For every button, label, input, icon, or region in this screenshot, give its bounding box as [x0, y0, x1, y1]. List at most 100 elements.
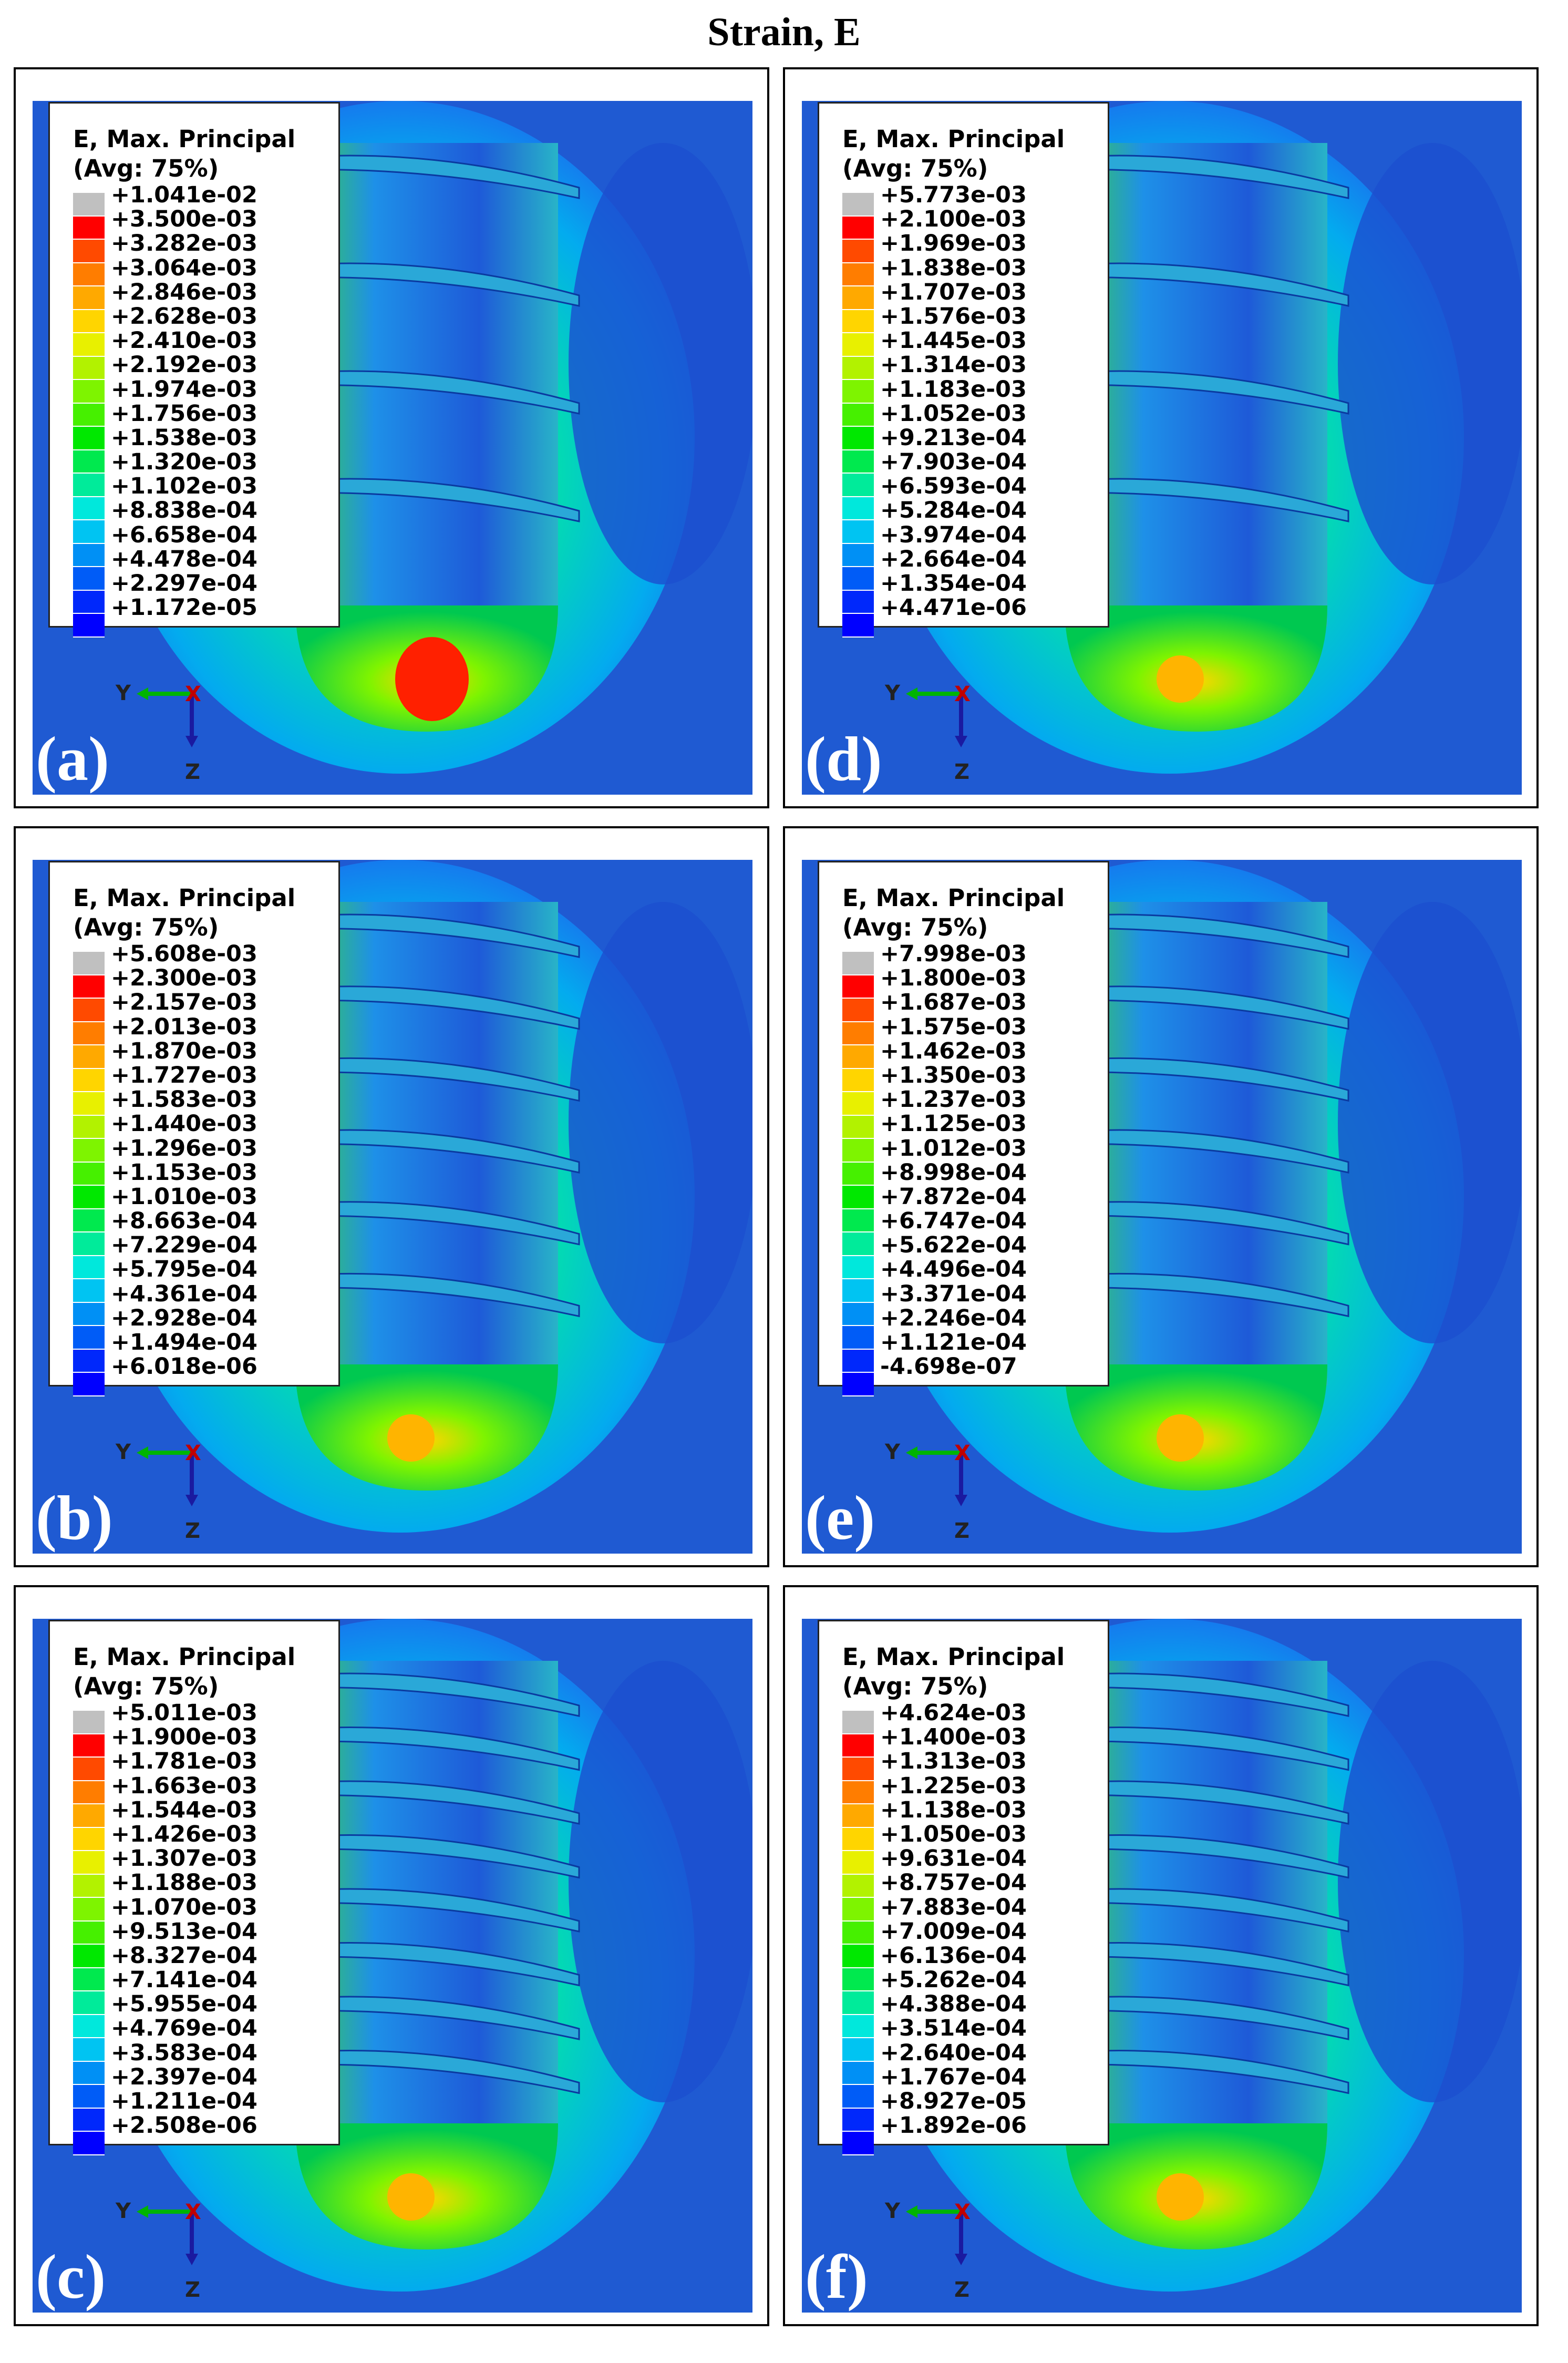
legend-value: +8.757e-04 [880, 1869, 1027, 1896]
legend-value: +1.125e-03 [880, 1111, 1027, 1137]
legend-swatch [842, 1373, 874, 1396]
legend-swatch [73, 380, 105, 404]
legend-value: +1.756e-03 [111, 400, 257, 427]
legend-value: +1.440e-03 [111, 1111, 257, 1137]
legend-values: +4.624e-03 +1.400e-03 +1.313e-03 +1.225e-03… [880, 1701, 1027, 2138]
legend-value: +2.640e-04 [880, 2039, 1027, 2066]
legend-values: +5.608e-03 +2.300e-03 +2.157e-03 +2.013e-03… [111, 942, 257, 1379]
legend-value: +3.064e-03 [111, 254, 257, 281]
legend-value: +2.508e-06 [111, 2112, 257, 2139]
legend-value: +1.237e-03 [880, 1086, 1027, 1113]
legend-swatch [842, 1827, 874, 1851]
legend-value: +3.514e-04 [880, 2015, 1027, 2042]
legend-swatch [842, 1781, 874, 1804]
legend-swatch [73, 1851, 105, 1875]
legend-value: +2.246e-04 [880, 1304, 1027, 1331]
legend-value: +1.707e-03 [880, 279, 1027, 305]
legend-swatch [842, 590, 874, 614]
legend-value: +1.070e-03 [111, 1894, 257, 1920]
legend-value: +1.050e-03 [880, 1821, 1027, 1847]
axis-z-label: Z [185, 2278, 200, 2302]
legend-swatch [73, 497, 105, 520]
legend-value: +8.927e-05 [880, 2088, 1027, 2114]
implant-thread [1048, 985, 1349, 1030]
legend-value: +4.496e-04 [880, 1256, 1027, 1283]
legend-value: +1.188e-03 [111, 1869, 257, 1896]
implant-thread [1048, 155, 1349, 199]
implant-thread [1048, 370, 1349, 415]
legend-swatch [73, 1921, 105, 1945]
legend-values: +5.773e-03 +2.100e-03 +1.969e-03 +1.838e-03… [880, 183, 1027, 620]
legend-swatch [842, 1139, 874, 1163]
implant-thread [278, 985, 580, 1030]
legend-swatch [73, 1139, 105, 1163]
axis-triad: Y X Z [884, 2199, 971, 2302]
implant-thread [278, 1888, 580, 1933]
apex-hotspot [1157, 2173, 1204, 2221]
legend-value: +7.903e-04 [880, 449, 1027, 476]
implant-thread [1048, 1129, 1349, 1174]
legend-swatch [842, 1209, 874, 1232]
axis-y-label: Y [115, 681, 131, 705]
legend-value: +5.773e-03 [880, 182, 1027, 208]
legend-value: +1.445e-03 [880, 327, 1027, 354]
legend-value: +2.192e-03 [111, 352, 257, 378]
implant-thread [278, 1996, 580, 2040]
legend-swatch [842, 2038, 874, 2062]
legend-value: +1.727e-03 [111, 1062, 257, 1088]
legend-value: +5.795e-04 [111, 1256, 257, 1283]
legend-swatch [73, 450, 105, 474]
implant-thread [1048, 1672, 1349, 1717]
legend-value: +1.544e-03 [111, 1796, 257, 1823]
legend-value: +1.010e-03 [111, 1183, 257, 1210]
legend-subtitle: (Avg: 75%) [842, 1672, 988, 1700]
axis-x-label: X [954, 1441, 971, 1465]
legend-swatch [842, 1092, 874, 1116]
legend-value: +1.400e-03 [880, 1724, 1027, 1751]
implant-thread [278, 1672, 580, 1717]
legend-swatch [73, 1069, 105, 1092]
legend-swatch [842, 1874, 874, 1898]
legend-swatch [842, 1186, 874, 1209]
implant-thread [278, 913, 580, 958]
legend-swatch [73, 286, 105, 310]
legend-swatch [73, 1991, 105, 2015]
legend-value: +7.229e-04 [111, 1232, 257, 1259]
legend-swatch [842, 380, 874, 404]
legend-value: -4.698e-07 [880, 1353, 1017, 1380]
legend-value: +1.494e-04 [111, 1329, 257, 1355]
legend-swatch [842, 333, 874, 357]
implant-thread [278, 1834, 580, 1879]
legend-value: +1.307e-03 [111, 1845, 257, 1872]
apex-hotspot [1157, 1414, 1204, 1462]
legend-swatch [73, 403, 105, 427]
implant-thread [278, 1129, 580, 1174]
legend-value: +4.471e-06 [880, 594, 1027, 621]
panel-label: (b) [36, 1483, 113, 1553]
panel-a: E, Max. Principal (Avg: 75%) +1.041e-02 +… [14, 67, 769, 808]
legend-value: +2.297e-04 [111, 570, 257, 597]
legend-value: +1.900e-03 [111, 1724, 257, 1751]
implant-thread [278, 1201, 580, 1246]
legend-swatch [842, 310, 874, 333]
legend-swatch [842, 1804, 874, 1828]
legend-swatch [842, 1921, 874, 1945]
legend-value: +1.350e-03 [880, 1062, 1027, 1088]
legend-swatch [842, 1326, 874, 1350]
figure-title: Strain, E [707, 10, 861, 54]
implant-thread [1048, 1201, 1349, 1246]
panel-label: (e) [805, 1483, 875, 1553]
implant-thread [278, 478, 580, 522]
legend-value: +5.284e-04 [880, 497, 1027, 524]
legend-value: +3.500e-03 [111, 206, 257, 233]
legend-swatch [842, 1115, 874, 1139]
legend-value: +1.183e-03 [880, 376, 1027, 403]
legend-swatch [73, 1092, 105, 1116]
implant-thread [278, 262, 580, 307]
panel-d: E, Max. Principal (Avg: 75%) +5.773e-03 +… [783, 67, 1539, 808]
legend-value: +5.622e-04 [880, 1232, 1027, 1259]
legend-swatch [842, 567, 874, 591]
legend-value: +1.538e-03 [111, 424, 257, 451]
legend-value: +1.314e-03 [880, 352, 1027, 378]
legend-title: E, Max. Principal [842, 1643, 1065, 1671]
